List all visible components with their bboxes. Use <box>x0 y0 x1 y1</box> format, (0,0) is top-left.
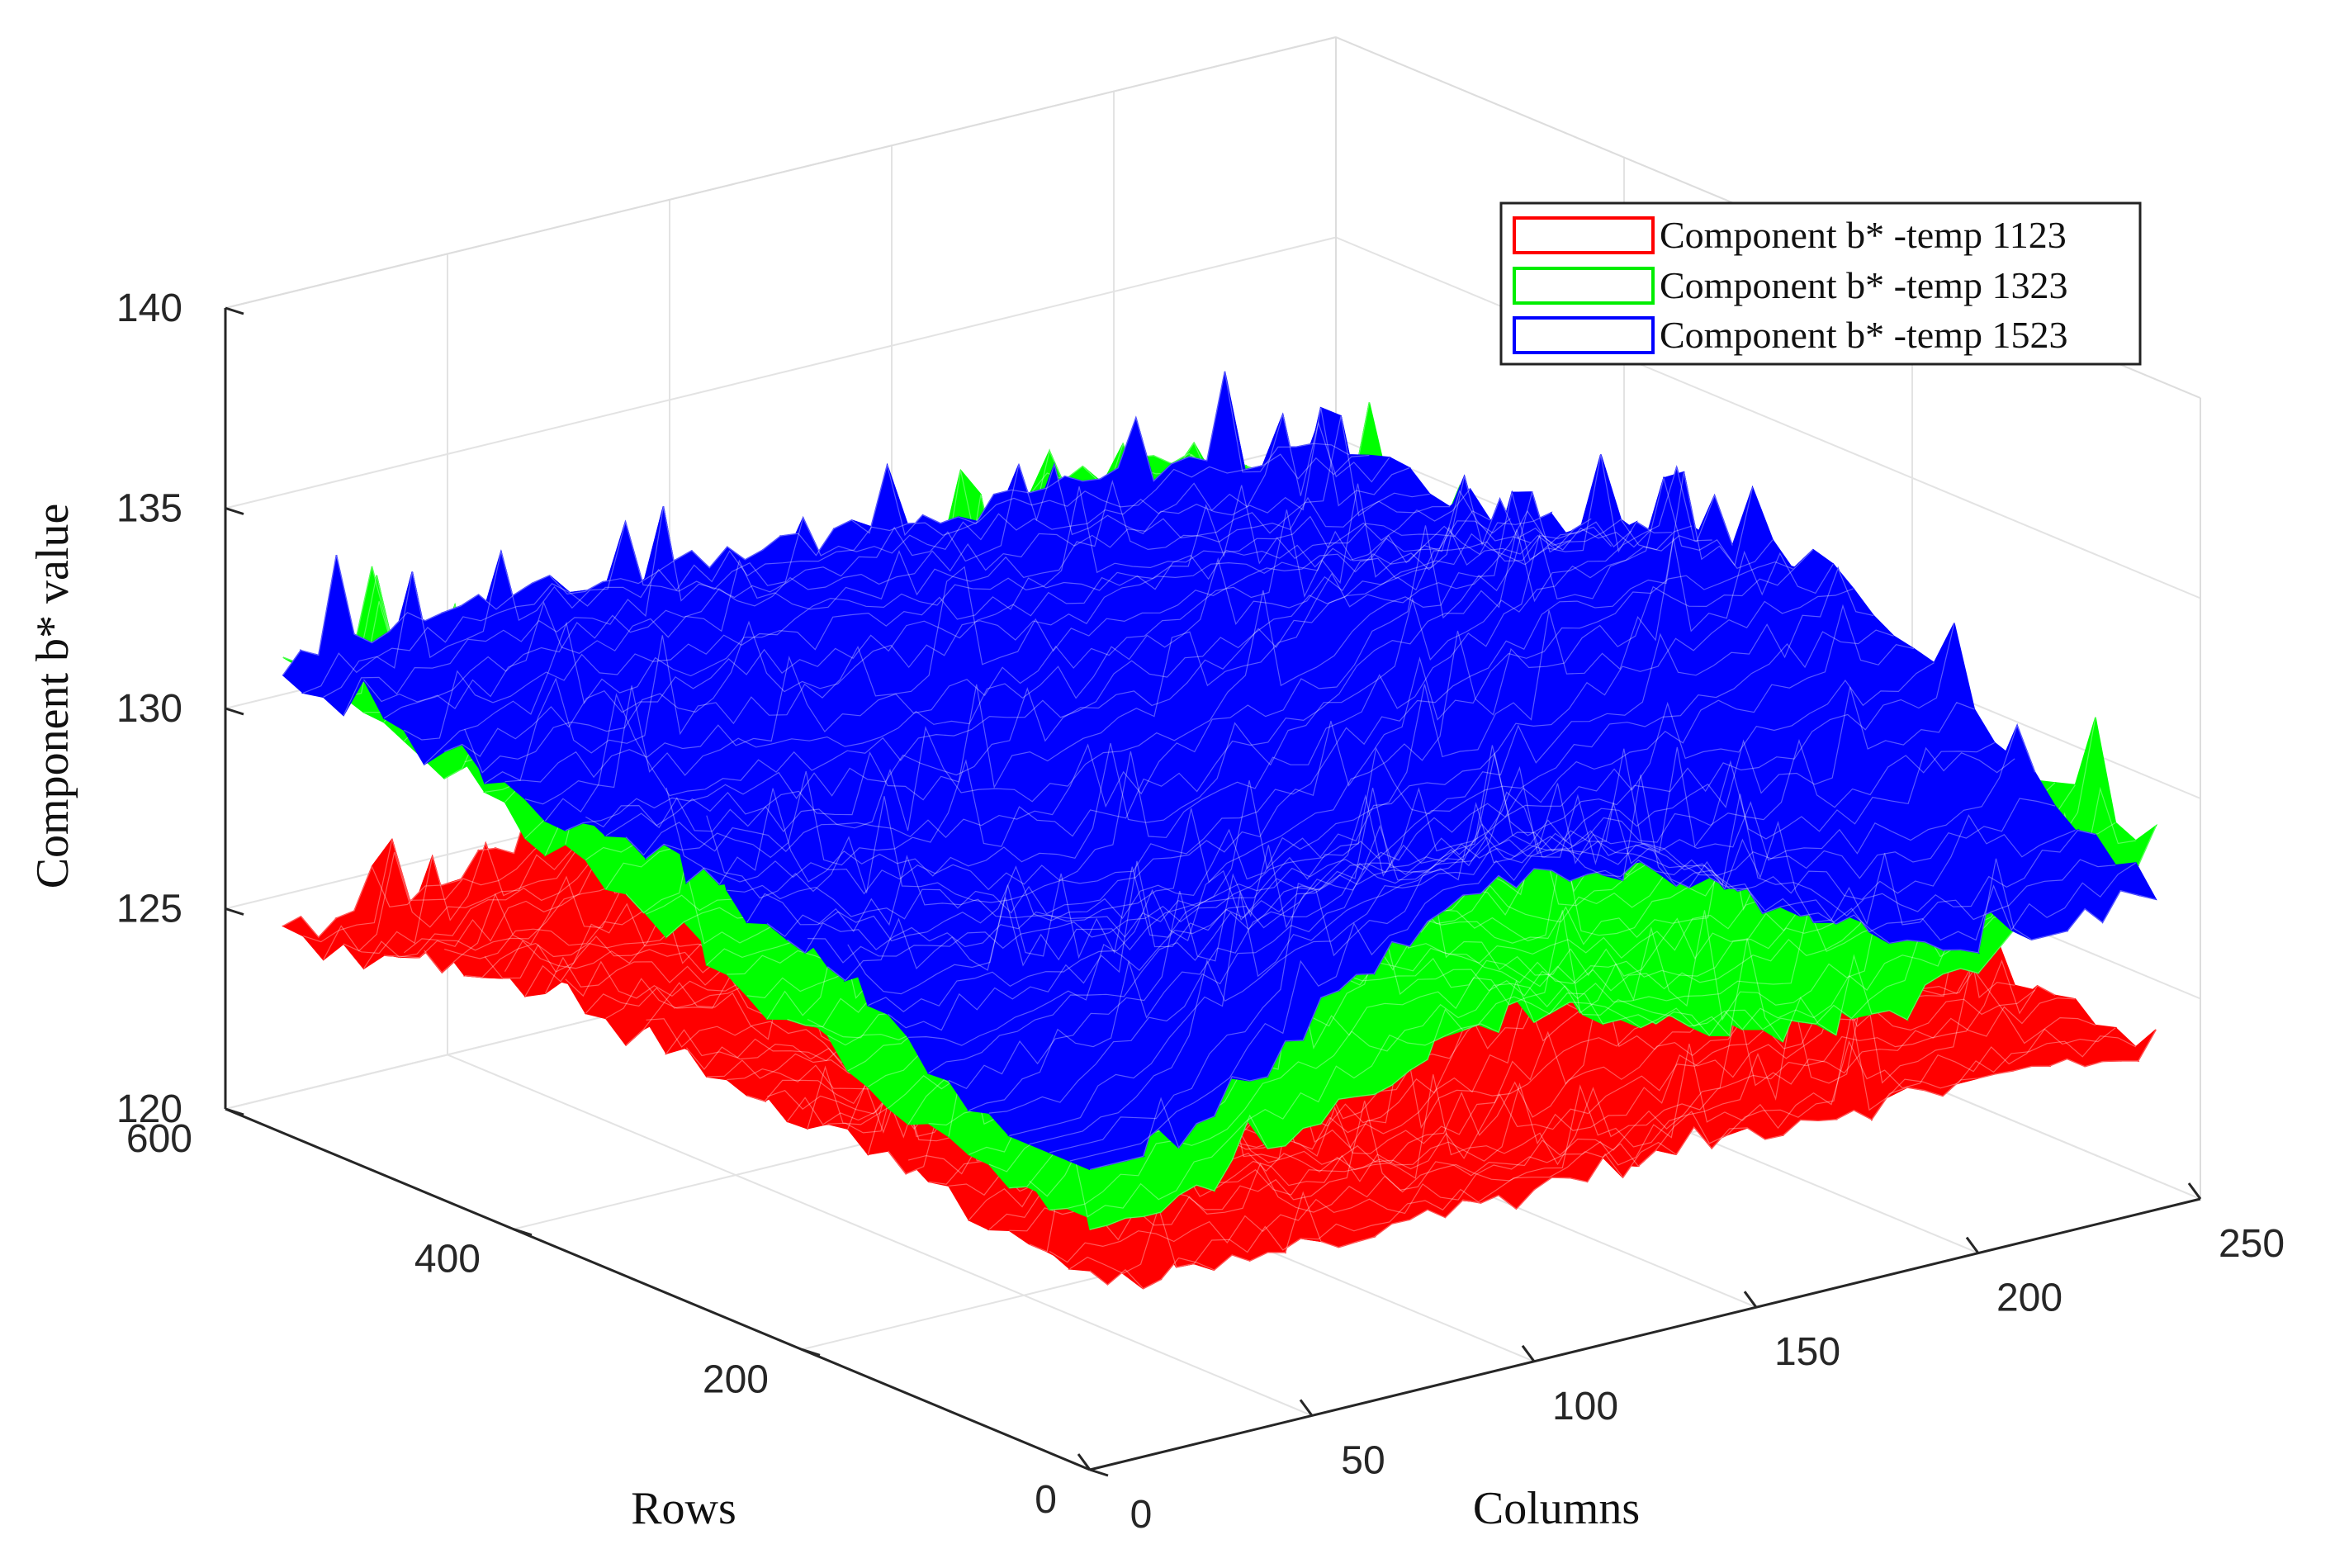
surface-patch <box>2117 1029 2157 1063</box>
surface-mesh-line <box>1009 997 2076 1232</box>
surface-patch <box>282 915 323 944</box>
surface-series <box>282 371 2158 1290</box>
surface-patch <box>1205 371 1246 474</box>
surface-mesh-line <box>1069 1013 2137 1274</box>
surface-mesh-line <box>1049 1027 2116 1263</box>
floor-gridline-x <box>447 1054 1313 1417</box>
back-wall-gridline-z <box>225 236 1337 509</box>
surface-mesh-line <box>1029 964 2096 1253</box>
side-wall-gridline-z <box>1335 236 2201 599</box>
box-edge <box>225 36 1337 309</box>
surface-mesh-line <box>1089 1029 2157 1290</box>
